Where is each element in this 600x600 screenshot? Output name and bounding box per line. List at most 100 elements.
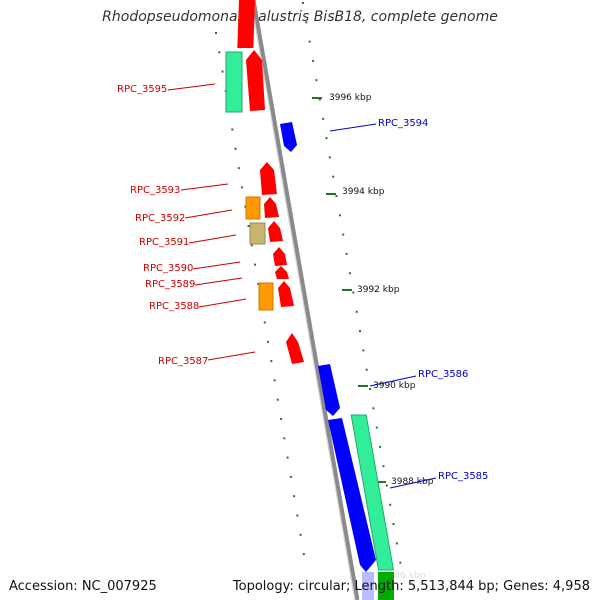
tick-dot bbox=[348, 272, 351, 275]
accession-text: Accession: NC_007925 bbox=[9, 579, 157, 594]
tick-dot bbox=[385, 484, 388, 487]
tick-dot bbox=[318, 98, 321, 101]
genome-summary-text: Topology: circular; Length: 5,513,844 bp… bbox=[232, 579, 590, 594]
gene-label-rpc-3594[interactable]: RPC_3594 bbox=[378, 118, 428, 129]
tick-dot bbox=[362, 349, 365, 352]
genome-backbone-highlight bbox=[250, 0, 356, 600]
gene-arrow-rpc-3588[interactable] bbox=[278, 281, 294, 307]
tick-dot bbox=[293, 495, 296, 498]
scale-labels: 3996 kbp 3994 kbp 3992 kbp 3990 kbp 3988… bbox=[312, 93, 434, 581]
tick-dot bbox=[338, 214, 341, 217]
tick-dot bbox=[322, 117, 325, 120]
gene-arrow-rpc-3595[interactable] bbox=[246, 50, 265, 111]
reverse-gene-features bbox=[280, 122, 395, 600]
tick-dot bbox=[234, 147, 237, 150]
tick-dot bbox=[215, 32, 217, 34]
tick-dot bbox=[372, 407, 375, 410]
gene-arrow-rpc-3585[interactable] bbox=[328, 418, 376, 572]
gene-block-top[interactable] bbox=[237, 0, 255, 48]
tick-dot bbox=[289, 475, 292, 478]
tick-dot bbox=[283, 437, 286, 440]
tick-dot bbox=[263, 321, 266, 324]
gene-label-rpc-3586[interactable]: RPC_3586 bbox=[418, 369, 468, 380]
gene-block-bottom-green[interactable] bbox=[378, 572, 394, 600]
tick-dot bbox=[286, 456, 289, 459]
scale-label-3986: 3986 kbp bbox=[383, 571, 426, 581]
tick-dot bbox=[365, 368, 368, 371]
gene-label-rpc-3588[interactable]: RPC_3588 bbox=[149, 301, 199, 312]
genome-backbone bbox=[250, 0, 360, 600]
tick-dot bbox=[395, 542, 398, 545]
tick-dot bbox=[382, 465, 385, 468]
scale-label-3988: 3988 kbp bbox=[391, 477, 434, 487]
gene-arrow-rpc-3593[interactable] bbox=[260, 162, 277, 195]
gene-arrow-rpc-3590[interactable] bbox=[273, 247, 287, 266]
tick-dot bbox=[392, 523, 395, 526]
gene-label-rpc-3591[interactable]: RPC_3591 bbox=[139, 237, 189, 248]
tick-dot bbox=[399, 561, 402, 564]
gene-arrow-rpc-3591[interactable] bbox=[268, 221, 283, 242]
tick-dot bbox=[375, 426, 378, 429]
tick-dot bbox=[257, 282, 260, 285]
gene-arrow-rpc-3587[interactable] bbox=[286, 333, 304, 364]
map-title: Rhodopseudomonas palustris BisB18, compl… bbox=[102, 9, 498, 25]
tick-dot bbox=[273, 379, 276, 382]
tick-dot bbox=[267, 340, 269, 343]
gene-block-rpc-3588-orange[interactable] bbox=[258, 282, 274, 311]
tick-dot bbox=[237, 167, 240, 170]
tick-dot bbox=[315, 79, 318, 82]
gene-label-rpc-3592[interactable]: RPC_3592 bbox=[135, 213, 185, 224]
scale-label-3994: 3994 kbp bbox=[342, 187, 385, 197]
tick-dot bbox=[342, 233, 345, 236]
tick-dot bbox=[305, 21, 308, 24]
scale-label-3996: 3996 kbp bbox=[329, 93, 372, 103]
tick-dot bbox=[302, 2, 304, 4]
tick-dot bbox=[296, 514, 299, 517]
tick-dot bbox=[276, 398, 279, 401]
tick-dot bbox=[221, 70, 224, 73]
gene-label-rpc-3585[interactable]: RPC_3585 bbox=[438, 471, 488, 482]
gene-arrow-rpc-3594[interactable] bbox=[280, 122, 297, 152]
gene-block-bottom-lavender[interactable] bbox=[362, 572, 374, 600]
forward-gene-features bbox=[225, 0, 304, 364]
tick-dot bbox=[299, 533, 302, 536]
gene-block-rpc-3592-orange[interactable] bbox=[245, 196, 261, 220]
tick-dot bbox=[359, 330, 361, 333]
tick-dot bbox=[302, 553, 305, 556]
tick-dot bbox=[325, 137, 328, 140]
tick-dot bbox=[332, 175, 335, 178]
gene-label-rpc-3589[interactable]: RPC_3589 bbox=[145, 279, 195, 290]
tick-dot bbox=[270, 360, 273, 363]
tick-dot bbox=[328, 156, 331, 159]
tick-dot bbox=[335, 195, 338, 197]
tick-dot bbox=[280, 418, 283, 420]
gene-block-rpc-3585-mint[interactable] bbox=[350, 414, 395, 571]
tick-dot bbox=[244, 205, 247, 208]
scale-label-3990: 3990 kbp bbox=[373, 381, 416, 391]
gene-labels: RPC_3595 RPC_3593 RPC_3592 RPC_3591 RPC_… bbox=[117, 83, 488, 489]
tick-dot bbox=[308, 40, 311, 43]
tick-dot bbox=[369, 388, 372, 390]
gene-label-rpc-3593[interactable]: RPC_3593 bbox=[130, 185, 180, 196]
gene-arrow-rpc-3586[interactable] bbox=[318, 364, 340, 416]
gene-arrow-rpc-3592[interactable] bbox=[264, 197, 279, 218]
tick-dot bbox=[218, 51, 221, 54]
outer-tick-track bbox=[302, 2, 402, 564]
tick-dot bbox=[231, 128, 234, 131]
tick-dot bbox=[355, 310, 358, 313]
gene-label-rpc-3590[interactable]: RPC_3590 bbox=[143, 263, 193, 274]
tick-dot bbox=[352, 291, 355, 294]
gene-block-rpc-3591-olive[interactable] bbox=[249, 222, 266, 245]
gene-block-rpc-3595-mint[interactable] bbox=[225, 51, 243, 113]
tick-dot bbox=[254, 263, 256, 266]
tick-dot bbox=[312, 59, 315, 62]
scale-label-3992: 3992 kbp bbox=[357, 285, 400, 295]
tick-dot bbox=[389, 503, 392, 506]
gene-label-rpc-3587[interactable]: RPC_3587 bbox=[158, 356, 208, 367]
gene-label-rpc-3595[interactable]: RPC_3595 bbox=[117, 84, 167, 95]
tick-dot bbox=[379, 445, 382, 448]
tick-dot bbox=[247, 225, 250, 227]
gene-arrow-rpc-3589[interactable] bbox=[275, 266, 289, 279]
tick-dot bbox=[345, 252, 348, 255]
